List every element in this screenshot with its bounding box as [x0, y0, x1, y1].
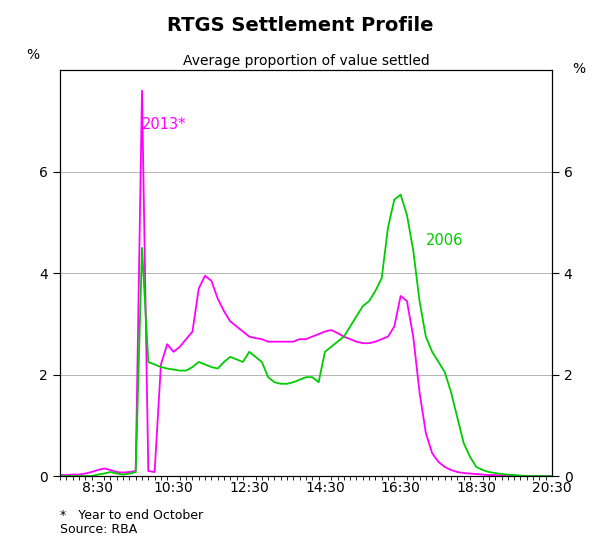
Text: RTGS Settlement Profile: RTGS Settlement Profile — [167, 16, 433, 35]
Text: 2013*: 2013* — [142, 117, 187, 131]
Text: 2006: 2006 — [426, 233, 463, 248]
Y-axis label: %: % — [572, 62, 586, 76]
Text: Source: RBA: Source: RBA — [60, 523, 137, 536]
Title: Average proportion of value settled: Average proportion of value settled — [182, 54, 430, 68]
Text: *   Year to end October: * Year to end October — [60, 509, 203, 522]
Y-axis label: %: % — [26, 48, 40, 62]
